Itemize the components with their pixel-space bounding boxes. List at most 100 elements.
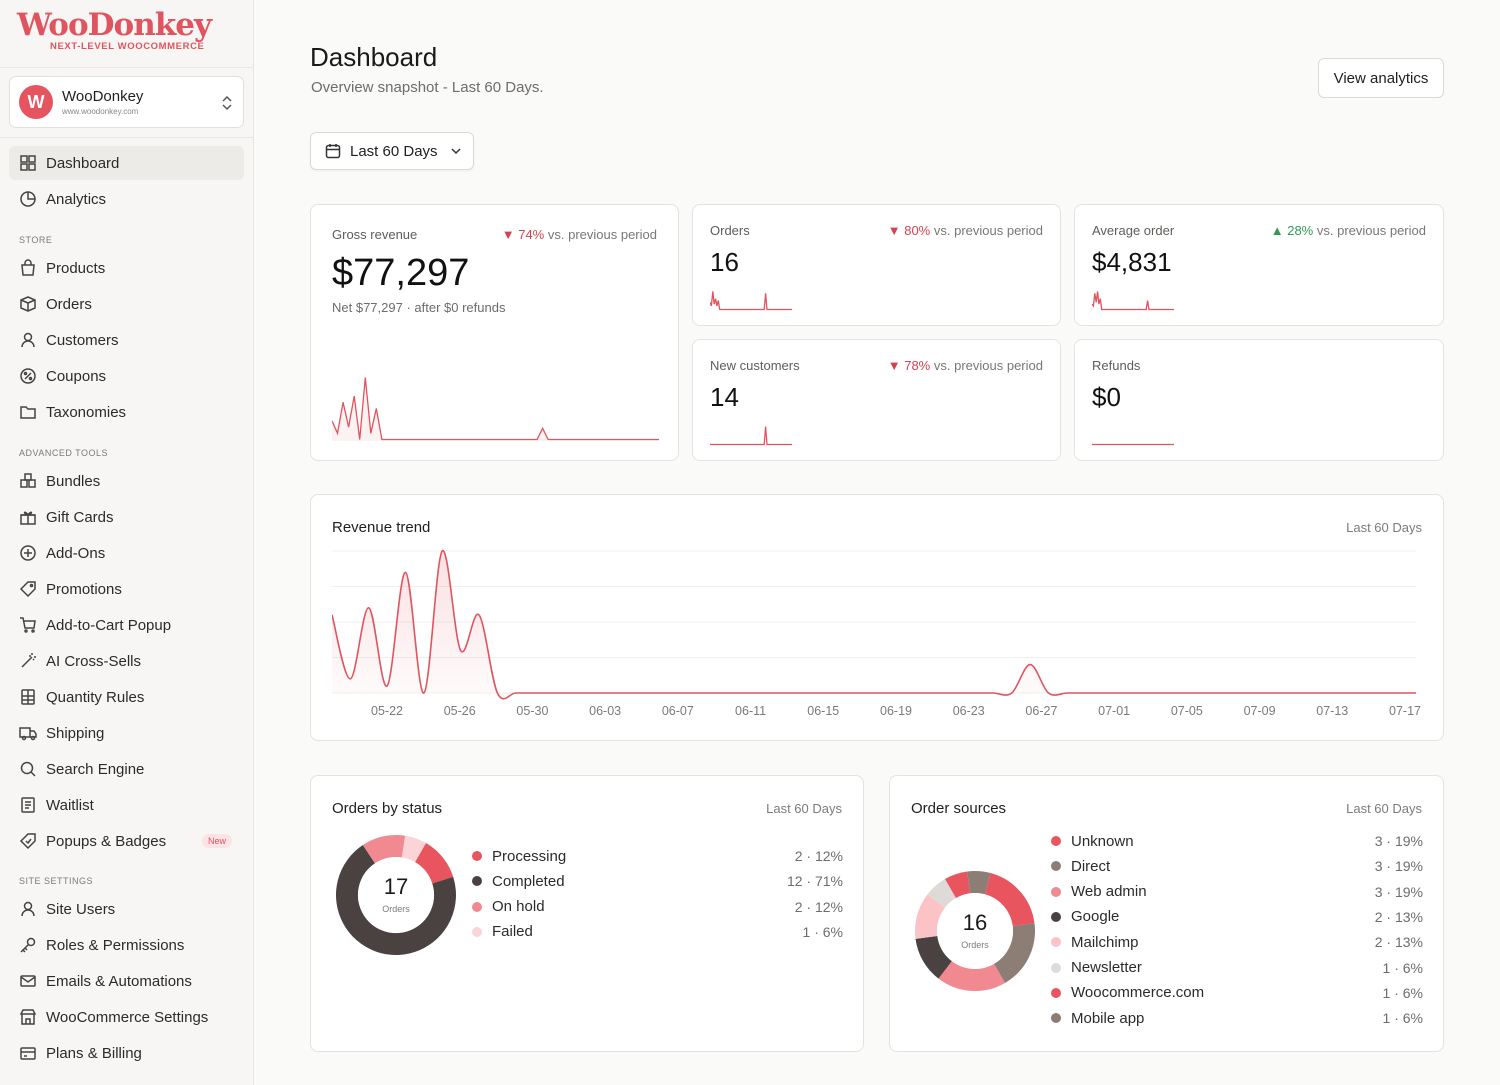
card-value: $77,297 [332, 252, 470, 294]
orders-card: Orders ▼ 80% vs. previous period 16 [692, 204, 1061, 326]
sidebar-item-site-users[interactable]: Site Users [9, 892, 244, 926]
revenue-area [332, 550, 1416, 699]
sidebar-section-label: SITE SETTINGS [19, 876, 94, 886]
donut-slice [938, 960, 1005, 991]
sidebar-item-popups-badges[interactable]: Popups & Badges New [9, 824, 244, 858]
new-customers-card: New customers ▼ 78% vs. previous period … [692, 339, 1061, 461]
sidebar-item-promotions[interactable]: Promotions [9, 572, 244, 606]
legend-swatch [1051, 911, 1061, 922]
sidebar-item-ai-cross-sells[interactable]: AI Cross-Sells [9, 644, 244, 678]
sidebar-item-label: Promotions [46, 580, 122, 598]
delta-indicator: ▼ 78% vs. previous period [887, 358, 1043, 373]
x-tick-label: 06-03 [589, 704, 621, 718]
sidebar-item-woocommerce-settings[interactable]: WooCommerce Settings [9, 1000, 244, 1034]
sidebar-item-label: Taxonomies [46, 403, 127, 421]
legend-label: Completed [492, 872, 565, 890]
view-analytics-button[interactable]: View analytics [1318, 58, 1444, 98]
legend-item: Direct 3 · 19% [1051, 856, 1423, 876]
logo-text: WooDonkey [17, 7, 212, 43]
sparkline-line [1092, 291, 1174, 311]
sidebar-item-label: Plans & Billing [46, 1044, 142, 1062]
key-icon [18, 935, 38, 955]
card-label: Orders [710, 223, 750, 238]
sidebar-item-gift-cards[interactable]: Gift Cards [9, 500, 244, 534]
x-tick-label: 05-26 [444, 704, 476, 718]
sidebar-item-roles-permissions[interactable]: Roles & Permissions [9, 928, 244, 962]
store-icon [18, 1007, 38, 1027]
bag-icon [18, 258, 38, 278]
x-tick-label: 07-05 [1171, 704, 1203, 718]
brand-logo[interactable]: WooDonkey NEXT-LEVEL WOOCOMMERCE [0, 0, 253, 68]
donut-total: 17 [383, 874, 409, 899]
badge-icon [18, 831, 38, 851]
revenue-line [332, 550, 1416, 700]
sidebar-item-label: Orders [46, 295, 92, 313]
sidebar-item-quantity-rules[interactable]: Quantity Rules [9, 680, 244, 714]
sparkline-area [332, 377, 659, 441]
delta-indicator: ▼ 74% vs. previous period [501, 227, 657, 242]
orders-by-status-card: Orders by status Last 60 Days 17 Orders … [310, 775, 864, 1052]
delta-percent: 74% [518, 227, 545, 242]
date-range-select[interactable]: Last 60 Days [310, 132, 474, 170]
sidebar-section-label: ADVANCED TOOLS [19, 448, 109, 458]
delta-text: vs. previous period [933, 223, 1043, 238]
sidebar-item-coupons[interactable]: Coupons [9, 359, 244, 393]
legend-swatch [1051, 962, 1061, 973]
x-tick-label: 06-11 [735, 704, 766, 718]
sidebar-item-label: Bundles [46, 472, 101, 490]
sidebar-item-taxonomies[interactable]: Taxonomies [9, 395, 244, 429]
sidebar-item-orders[interactable]: Orders [9, 287, 244, 321]
card-value: $0 [1092, 382, 1121, 412]
sidebar-item-shipping[interactable]: Shipping [9, 716, 244, 750]
sidebar-item-plans-billing[interactable]: Plans & Billing [9, 1036, 244, 1070]
donut-slice [915, 935, 953, 979]
sidebar-item-analytics[interactable]: Analytics [9, 182, 244, 216]
sidebar-item-label: AI Cross-Sells [46, 652, 142, 670]
sidebar-item-search-engine[interactable]: Search Engine [9, 752, 244, 786]
sidebar-item-add-ons[interactable]: Add-Ons [9, 536, 244, 570]
legend-value: 2 · 12% [794, 848, 843, 864]
legend-value: 3 · 19% [1374, 833, 1423, 849]
x-tick-label: 06-15 [807, 704, 839, 718]
bundle-icon [18, 471, 38, 491]
sidebar-item-products[interactable]: Products [9, 251, 244, 285]
legend-item: Unknown 3 · 19% [1051, 831, 1423, 851]
plus-circle-icon [18, 543, 38, 563]
legend-label: Mailchimp [1071, 933, 1139, 951]
refunds-card: Refunds $0 [1074, 339, 1444, 461]
sidebar-item-label: Analytics [46, 190, 107, 208]
store-switcher[interactable]: W WooDonkey www.woodonkey.com [9, 76, 244, 128]
x-tick-label: 05-30 [516, 704, 548, 718]
donut-slice [984, 873, 1035, 927]
sidebar-item-bundles[interactable]: Bundles [9, 464, 244, 498]
sidebar-item-dashboard[interactable]: Dashboard [9, 146, 244, 180]
legend-swatch [1051, 836, 1061, 846]
refunds-sparkline [1092, 443, 1174, 446]
legend-swatch [472, 851, 482, 861]
sidebar-item-add-to-cart-popup[interactable]: Add-to-Cart Popup [9, 608, 244, 642]
legend-label: Unknown [1071, 832, 1134, 850]
sidebar-item-label: Dashboard [46, 154, 120, 172]
x-tick-label: 06-23 [953, 704, 985, 718]
legend-label: On hold [492, 898, 545, 916]
panel-title: Revenue trend [332, 519, 431, 536]
delta-indicator: ▲ 28% vs. previous period [1270, 223, 1426, 238]
sidebar-item-label: Coupons [46, 367, 107, 385]
sidebar-item-waitlist[interactable]: Waitlist [9, 788, 244, 822]
sidebar-item-emails-automations[interactable]: Emails & Automations [9, 964, 244, 998]
logo-tagline: NEXT-LEVEL WOOCOMMERCE [50, 41, 205, 52]
x-tick-label: 07-13 [1316, 704, 1348, 718]
donut-slice [401, 835, 426, 863]
orders-sparkline [710, 291, 792, 311]
page-subtitle: Overview snapshot - Last 60 Days. [311, 79, 544, 96]
gift-icon [18, 507, 38, 527]
sidebar-item-customers[interactable]: Customers [9, 323, 244, 357]
legend-label: Failed [492, 923, 533, 941]
legend-label: Direct [1071, 857, 1111, 875]
new-customers-sparkline [710, 426, 792, 446]
gross-revenue-card: Gross revenue ▼ 74% vs. previous period … [310, 204, 679, 461]
box-icon [18, 294, 38, 314]
legend-item: Completed 12 · 71% [472, 871, 843, 891]
folder-icon [18, 402, 38, 422]
list-icon [18, 795, 38, 815]
